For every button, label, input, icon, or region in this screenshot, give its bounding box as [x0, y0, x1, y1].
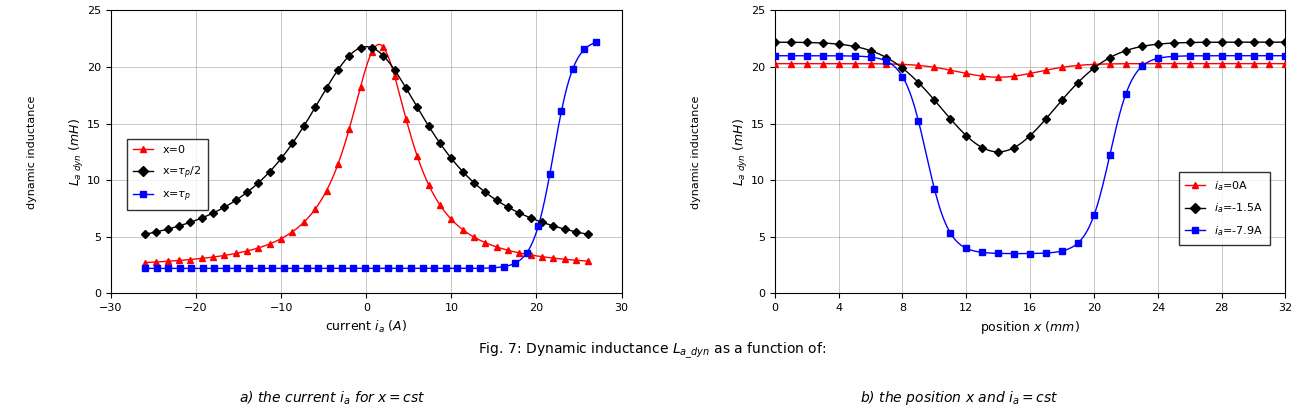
X-axis label: current $i_{a}$ $(A)$: current $i_{a}$ $(A)$ — [325, 318, 407, 335]
X-axis label: position $x$ $(mm)$: position $x$ $(mm)$ — [980, 318, 1081, 336]
Text: dynamic inductance: dynamic inductance — [690, 95, 701, 209]
Text: Fig. 7: Dynamic inductance $L_{a\_dyn}$ as a function of:: Fig. 7: Dynamic inductance $L_{a\_dyn}$ … — [479, 341, 826, 361]
Text: dynamic inductance: dynamic inductance — [27, 95, 37, 209]
Y-axis label: $L_{a\ dyn}$ $(mH)$: $L_{a\ dyn}$ $(mH)$ — [732, 118, 749, 186]
Legend: $i_a$=0A, $i_a$=-1.5A, $i_a$=-7.9A: $i_a$=0A, $i_a$=-1.5A, $i_a$=-7.9A — [1178, 172, 1270, 245]
Text: a) the current $i_a$ for $x = cst$: a) the current $i_a$ for $x = cst$ — [240, 389, 425, 407]
Text: b) the position $x$ and $i_a = cst$: b) the position $x$ and $i_a = cst$ — [860, 389, 1058, 407]
Legend: x=0, x=$\tau_p$/2, x=$\tau_p$: x=0, x=$\tau_p$/2, x=$\tau_p$ — [127, 139, 207, 210]
Y-axis label: $L_{a\ dyn}$ $(mH)$: $L_{a\ dyn}$ $(mH)$ — [68, 118, 86, 186]
